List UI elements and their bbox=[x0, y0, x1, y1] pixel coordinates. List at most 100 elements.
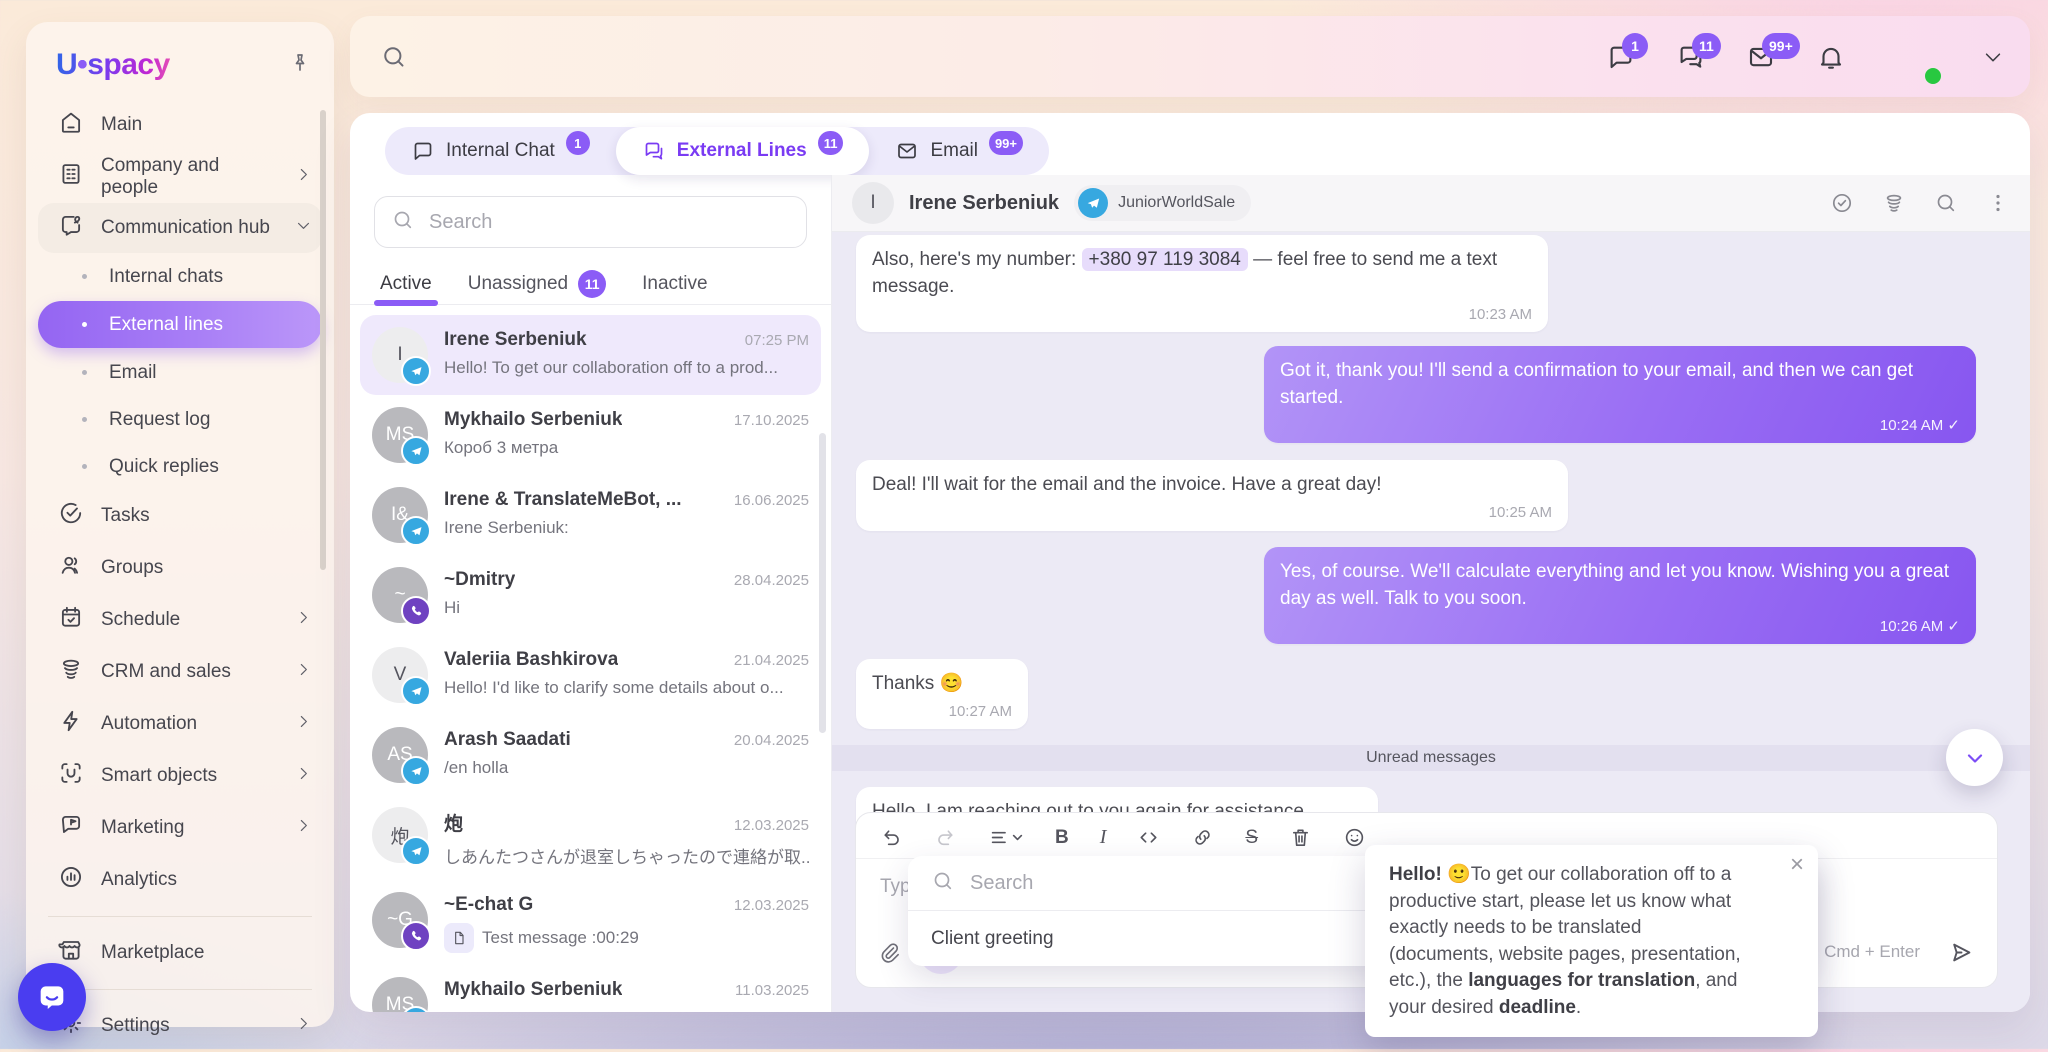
text-format-icon[interactable] bbox=[988, 826, 1024, 849]
italic-icon[interactable]: I bbox=[1099, 826, 1107, 848]
conversation-row[interactable]: MS Mykhailo Serbeniuk 11.03.2025 bbox=[360, 965, 821, 1012]
chevron-right-icon bbox=[295, 765, 312, 788]
tab-external-lines[interactable]: External Lines 11 bbox=[615, 127, 870, 175]
crm-funnel-icon[interactable] bbox=[1882, 191, 1906, 215]
sidebar-item-request-log[interactable]: Request log bbox=[26, 396, 334, 443]
mail-icon[interactable]: 99+ bbox=[1746, 32, 1800, 72]
viber-icon bbox=[401, 921, 431, 951]
profile-menu-chevron-icon[interactable] bbox=[1982, 46, 2004, 68]
telegram-icon bbox=[401, 516, 431, 546]
sidebar-scrollbar[interactable] bbox=[320, 110, 326, 570]
sidebar-item-schedule[interactable]: Schedule bbox=[26, 594, 334, 646]
sidebar-item-label: Marketplace bbox=[101, 942, 205, 963]
message-time: 10:25 AM bbox=[1488, 504, 1552, 522]
filter-inactive[interactable]: Inactive bbox=[642, 273, 708, 294]
tab-internal-chat[interactable]: Internal Chat 1 bbox=[385, 127, 616, 175]
conversation-row[interactable]: MS Mykhailo Serbeniuk 17.10.2025 Короб 3 … bbox=[360, 395, 821, 475]
send-button[interactable] bbox=[1948, 939, 1975, 966]
pin-sidebar-icon[interactable] bbox=[288, 51, 312, 80]
avatar: V bbox=[372, 647, 431, 706]
sidebar-item-internal-chats[interactable]: Internal chats bbox=[26, 253, 334, 300]
conversation-row[interactable]: V Valeriia Bashkirova 21.04.2025 Hello! I… bbox=[360, 635, 821, 715]
sidebar-item-groups[interactable]: Groups bbox=[26, 542, 334, 594]
redo-icon[interactable] bbox=[934, 826, 957, 849]
conversation-row[interactable]: AS Arash Saadati 20.04.2025 /en holla bbox=[360, 715, 821, 795]
message-preview: /en holla bbox=[444, 758, 509, 777]
telegram-icon bbox=[401, 676, 431, 706]
conversation-search-input[interactable]: Search bbox=[374, 196, 807, 248]
last-message-time: 16.06.2025 bbox=[733, 492, 809, 509]
conversation-row[interactable]: ~ ~Dmitry 28.04.2025 Hi bbox=[360, 555, 821, 635]
message-time: 10:23 AM bbox=[1468, 305, 1532, 323]
topbar: 1 11 99+ bbox=[350, 16, 2030, 97]
sidebar-item-smart-objects[interactable]: Smart objects bbox=[26, 750, 334, 802]
search-in-chat-icon[interactable] bbox=[1934, 191, 1958, 215]
conversation-row[interactable]: 炮 炮 12.03.2025 しあんたつさんが退室しちゃったので連絡が取... bbox=[360, 795, 821, 880]
uspacy-logo[interactable]: U•spacy bbox=[56, 48, 170, 81]
sidebar-item-marketplace[interactable]: Marketplace bbox=[26, 927, 334, 979]
sidebar-item-email[interactable]: Email bbox=[26, 349, 334, 396]
internal-chat-icon[interactable]: 1 bbox=[1606, 32, 1648, 72]
quick-reply-option[interactable]: Client greeting bbox=[931, 927, 1054, 949]
message-incoming[interactable]: Deal! I'll wait for the email and the in… bbox=[856, 460, 1568, 531]
conversation-list-pane: Search Active Unassigned 11 Inactive I Ir… bbox=[350, 175, 832, 1012]
undo-icon[interactable] bbox=[880, 826, 903, 849]
filter-active[interactable]: Active bbox=[374, 264, 438, 306]
emoji-icon[interactable] bbox=[1343, 826, 1366, 849]
sidebar-item-label: Groups bbox=[101, 557, 164, 578]
conversation-row[interactable]: ~G ~E-chat G 12.03.2025 Test message :00:… bbox=[360, 880, 821, 965]
group-chat-icon[interactable]: 11 bbox=[1676, 32, 1721, 72]
message-outgoing[interactable]: Yes, of course. We'll calculate everythi… bbox=[1264, 546, 1976, 644]
sidebar-item-tasks[interactable]: Tasks bbox=[26, 490, 334, 542]
link-icon[interactable] bbox=[1191, 826, 1214, 849]
tab-email[interactable]: Email 99+ bbox=[869, 127, 1049, 175]
support-chat-button[interactable] bbox=[18, 963, 86, 1031]
filter-unassigned[interactable]: Unassigned 11 bbox=[468, 264, 607, 304]
sidebar-item-automation[interactable]: Automation bbox=[26, 698, 334, 750]
groups-icon bbox=[58, 552, 84, 584]
tab-label: Email bbox=[930, 140, 978, 161]
message-time: 10:27 AM bbox=[948, 702, 1012, 720]
delete-icon[interactable] bbox=[1289, 826, 1312, 849]
chevron-right-icon bbox=[295, 609, 312, 632]
conversation-row[interactable]: I Irene Serbeniuk 07:25 PM Hello! To get … bbox=[360, 315, 821, 395]
sidebar-item-quick-replies[interactable]: Quick replies bbox=[26, 443, 334, 490]
message-incoming[interactable]: Thanks 😊 10:27 AM bbox=[856, 658, 1028, 730]
sidebar-item-crm-and-sales[interactable]: CRM and sales bbox=[26, 646, 334, 698]
avatar: MS bbox=[372, 977, 431, 1012]
code-icon[interactable] bbox=[1137, 826, 1160, 849]
contact-name: ~E-chat G bbox=[444, 894, 534, 915]
quick-replies-search-input[interactable]: Search bbox=[908, 856, 1816, 911]
notifications-bell-icon[interactable] bbox=[1816, 42, 1846, 72]
last-message-time: 12.03.2025 bbox=[733, 817, 809, 834]
sidebar-item-main[interactable]: Main bbox=[26, 99, 334, 151]
channel-pill[interactable]: JuniorWorldSale bbox=[1074, 185, 1252, 221]
tab-badge: 1 bbox=[565, 131, 590, 155]
conversation-list-scrollbar[interactable] bbox=[819, 433, 826, 733]
scroll-to-bottom-button[interactable] bbox=[1946, 729, 2003, 786]
avatar: I& bbox=[372, 487, 431, 546]
sidebar-item-company-and-people[interactable]: Company and people bbox=[26, 151, 334, 203]
attach-file-icon[interactable] bbox=[876, 940, 901, 965]
sidebar-item-communication-hub[interactable]: Communication hub bbox=[38, 203, 322, 253]
message-time: 10:24 AM ✓ bbox=[1879, 417, 1960, 435]
phone-number-highlight[interactable]: +380 97 119 3084 bbox=[1081, 248, 1248, 271]
tab-badge: 99+ bbox=[988, 131, 1024, 155]
message-outgoing[interactable]: Got it, thank you! I'll send a confirmat… bbox=[1264, 346, 1976, 444]
contact-name: ~Dmitry bbox=[444, 569, 516, 590]
global-search-icon[interactable] bbox=[380, 43, 408, 76]
sidebar-item-external-lines[interactable]: External lines bbox=[38, 301, 322, 348]
sidebar-item-marketing[interactable]: Marketing bbox=[26, 802, 334, 854]
bold-icon[interactable]: B bbox=[1055, 826, 1069, 848]
strikethrough-icon[interactable]: S bbox=[1245, 826, 1259, 848]
user-avatar[interactable] bbox=[1886, 29, 1943, 86]
mark-done-icon[interactable] bbox=[1830, 191, 1854, 215]
conversation-row[interactable]: I& Irene & TranslateMeBot, ... 16.06.2025… bbox=[360, 475, 821, 555]
channel-name: JuniorWorldSale bbox=[1118, 194, 1236, 211]
close-icon[interactable]: × bbox=[1789, 851, 1804, 878]
kebab-menu-icon[interactable] bbox=[1986, 191, 2010, 215]
last-message-time: 21.04.2025 bbox=[733, 652, 809, 669]
message-incoming[interactable]: Also, here's my number: +380 97 119 3084… bbox=[856, 235, 1548, 333]
sidebar-item-analytics[interactable]: Analytics bbox=[26, 854, 334, 906]
avatar: ~ bbox=[372, 567, 431, 626]
